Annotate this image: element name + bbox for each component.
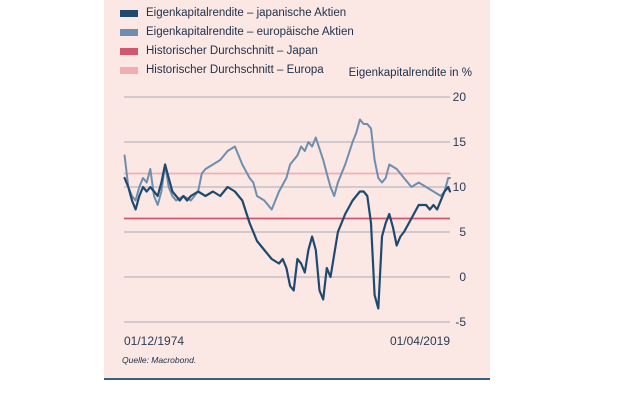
chart-background — [104, 0, 490, 378]
legend-item-europe-average: Historischer Durchschnitt – Europa — [120, 61, 354, 80]
y-tick-label: 15 — [453, 135, 467, 149]
y-tick-label: -5 — [455, 315, 466, 329]
x-tick-label: 01/04/2019 — [390, 334, 450, 348]
y-axis-label: Eigenkapitalrendite in % — [348, 67, 472, 79]
legend-swatch — [120, 67, 138, 74]
y-tick-label: 10 — [453, 180, 467, 194]
legend: Eigenkapitalrendite – japanische Aktien … — [120, 4, 354, 80]
legend-label: Historischer Durchschnitt – Japan — [146, 45, 318, 57]
x-tick-label: 01/12/1974 — [124, 334, 184, 348]
source-note: Quelle: Macrobond. — [122, 355, 197, 365]
bottom-rule — [104, 378, 490, 380]
y-tick-label: 20 — [453, 90, 467, 104]
legend-item-europe-roe: Eigenkapitalrendite – europäische Aktien — [120, 23, 354, 42]
legend-item-japan-roe: Eigenkapitalrendite – japanische Aktien — [120, 4, 354, 23]
legend-item-japan-average: Historischer Durchschnitt – Japan — [120, 42, 354, 61]
legend-swatch — [120, 48, 138, 55]
y-tick-label: 0 — [459, 270, 466, 284]
legend-label: Historischer Durchschnitt – Europa — [146, 64, 324, 76]
legend-label: Eigenkapitalrendite – japanische Aktien — [146, 7, 347, 19]
legend-swatch — [120, 29, 138, 36]
legend-swatch — [120, 10, 138, 17]
series-line-japan — [123, 163, 452, 310]
legend-label: Eigenkapitalrendite – europäische Aktien — [146, 26, 354, 38]
y-tick-label: 5 — [459, 225, 466, 239]
series-line-europe — [123, 118, 451, 211]
